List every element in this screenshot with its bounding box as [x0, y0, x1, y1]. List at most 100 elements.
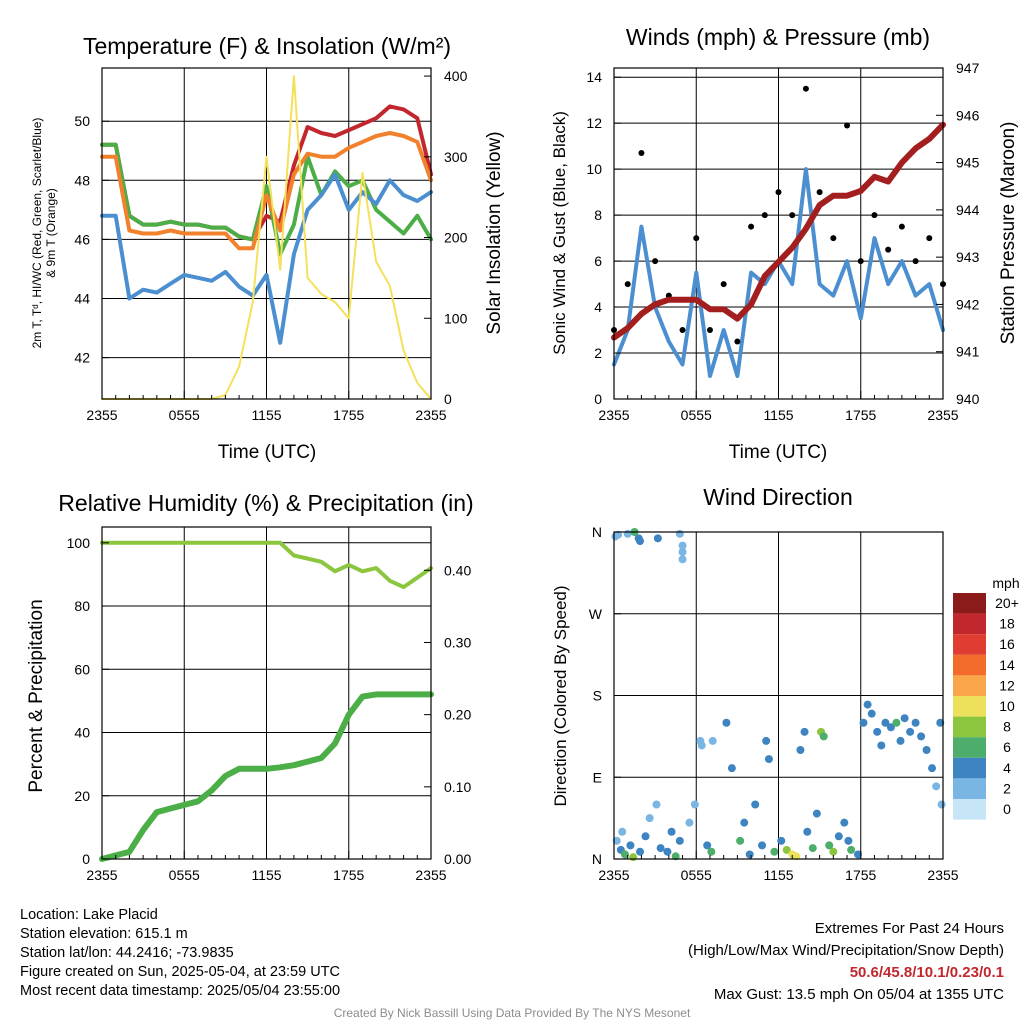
direction-point: [618, 827, 627, 836]
gust-point: [898, 223, 905, 230]
direction-point: [667, 827, 676, 836]
direction-point: [745, 850, 754, 859]
direction-point: [803, 827, 812, 836]
gust-point: [926, 235, 933, 242]
direction-point: [740, 818, 749, 827]
x-tick-label: 2355: [86, 407, 117, 423]
gust-point: [734, 338, 741, 345]
y-tick-label: S: [593, 688, 602, 704]
winds-ylabel-left: Sonic Wind & Gust (Blue, Black): [550, 111, 569, 355]
direction-point: [736, 836, 745, 845]
y2-tick-label: 941: [956, 344, 980, 360]
x-tick-label: 2355: [86, 867, 117, 883]
x-tick-label: 1155: [251, 867, 281, 883]
colorbar-swatch: [953, 634, 986, 655]
y2-tick-label: 0.00: [444, 851, 471, 867]
x-tick-label: 1755: [845, 407, 876, 423]
colorbar-swatch: [953, 613, 986, 635]
temperature-title: Temperature (F) & Insolation (W/m²): [83, 33, 451, 59]
direction-point: [629, 853, 638, 862]
direction-panel: Wind Direction 2355 0555 1155 1755 2355NESWN…: [551, 484, 1020, 883]
colorbar-label: 0: [1003, 801, 1011, 817]
gust-point: [775, 189, 782, 196]
series-line-9m-t: [100, 131, 433, 251]
winds-grid: [614, 68, 943, 399]
direction-point: [652, 800, 661, 809]
credit-line: Created By Nick Bassill Using Data Provi…: [333, 1006, 691, 1020]
direction-point: [863, 700, 872, 709]
direction-point: [808, 844, 817, 853]
direction-point: [751, 800, 760, 809]
extremes-value: 50.6/45.8/10.1/0.23/0.1: [849, 964, 1004, 981]
y2-tick-label: 300: [444, 149, 468, 165]
y2-tick-label: 0.20: [444, 707, 471, 723]
y-tick-label: 46: [74, 231, 90, 247]
y-tick-label: 20: [74, 788, 90, 804]
y2-tick-label: 943: [956, 249, 980, 265]
direction-point: [641, 832, 650, 841]
gust-point: [816, 189, 823, 196]
series-line-hi-wc: [100, 172, 433, 345]
direction-point: [671, 852, 680, 861]
extremes-info: Extremes For Past 24 Hours (High/Low/Max…: [688, 918, 1004, 1006]
series-line-precipitation: [99, 691, 434, 862]
humidity-panel: Relative Humidity (%) & Precipitation (i…: [26, 490, 474, 883]
x-tick-label: 1155: [763, 407, 793, 423]
winds-panel: Winds (mph) & Pressure (mb) 2355 0555 1155…: [550, 24, 1019, 463]
x-tick-label: 1755: [333, 407, 364, 423]
direction-point: [812, 809, 821, 818]
y-tick-label: 50: [74, 113, 90, 129]
direction-point: [708, 736, 717, 745]
direction-point: [764, 755, 773, 764]
direction-point: [675, 836, 684, 845]
y-tick-label: 40: [74, 725, 90, 741]
colorbar-swatch: [953, 675, 986, 696]
gust-point: [638, 150, 645, 157]
x-tick-label: 1155: [763, 867, 793, 883]
direction-point: [936, 718, 945, 727]
direction-point: [867, 709, 876, 718]
direction-point: [847, 845, 856, 854]
winds-xlabel: Time (UTC): [729, 442, 828, 463]
colorbar-swatch: [953, 593, 986, 614]
direction-point: [678, 541, 687, 550]
temperature-ylabel-left-1: 2m T, Tᵈ, HI/WC (Red, Green, Scarlet/Blu…: [30, 118, 44, 349]
series-line-station-pressure: [611, 121, 946, 341]
direction-point: [922, 746, 931, 754]
y-tick-label: 8: [594, 207, 602, 223]
direction-point: [675, 529, 684, 538]
direction-point: [758, 841, 767, 850]
y-tick-label: 60: [74, 661, 90, 677]
temperature-grid: [102, 68, 431, 399]
gust-point: [912, 258, 919, 265]
station-elevation: Station elevation: 615.1 m: [20, 926, 188, 942]
x-tick-label: 1755: [333, 867, 364, 883]
direction-point: [762, 736, 771, 745]
winds-ticks: 2355 0555 1155 1755 235502468101214940941942…: [586, 60, 979, 423]
gust-point: [624, 281, 631, 288]
x-tick-label: 2355: [598, 407, 629, 423]
x-tick-label: 2355: [415, 407, 446, 423]
direction-point: [854, 850, 863, 859]
x-tick-label: 2355: [927, 407, 958, 423]
colorbar-label: 8: [1003, 719, 1011, 735]
direction-point: [800, 727, 809, 736]
direction-point: [886, 723, 895, 732]
x-tick-label: 1755: [845, 867, 876, 883]
direction-point: [859, 718, 868, 727]
y2-tick-label: 942: [956, 296, 980, 312]
direction-point: [900, 714, 909, 723]
direction-point: [722, 718, 731, 727]
direction-ylabel-left: Direction (Colored By Speed): [551, 585, 570, 806]
gust-point: [748, 223, 755, 230]
direction-point: [829, 847, 838, 856]
speed-colorbar: 20+ 18 16 14 12 10 8 6 4 2 0: [953, 593, 1019, 820]
direction-point: [685, 818, 694, 827]
gust-point: [789, 212, 796, 219]
direction-point: [678, 555, 687, 564]
direction-point: [626, 841, 635, 850]
y-tick-label: 14: [586, 69, 602, 85]
humidity-series: [99, 540, 434, 862]
